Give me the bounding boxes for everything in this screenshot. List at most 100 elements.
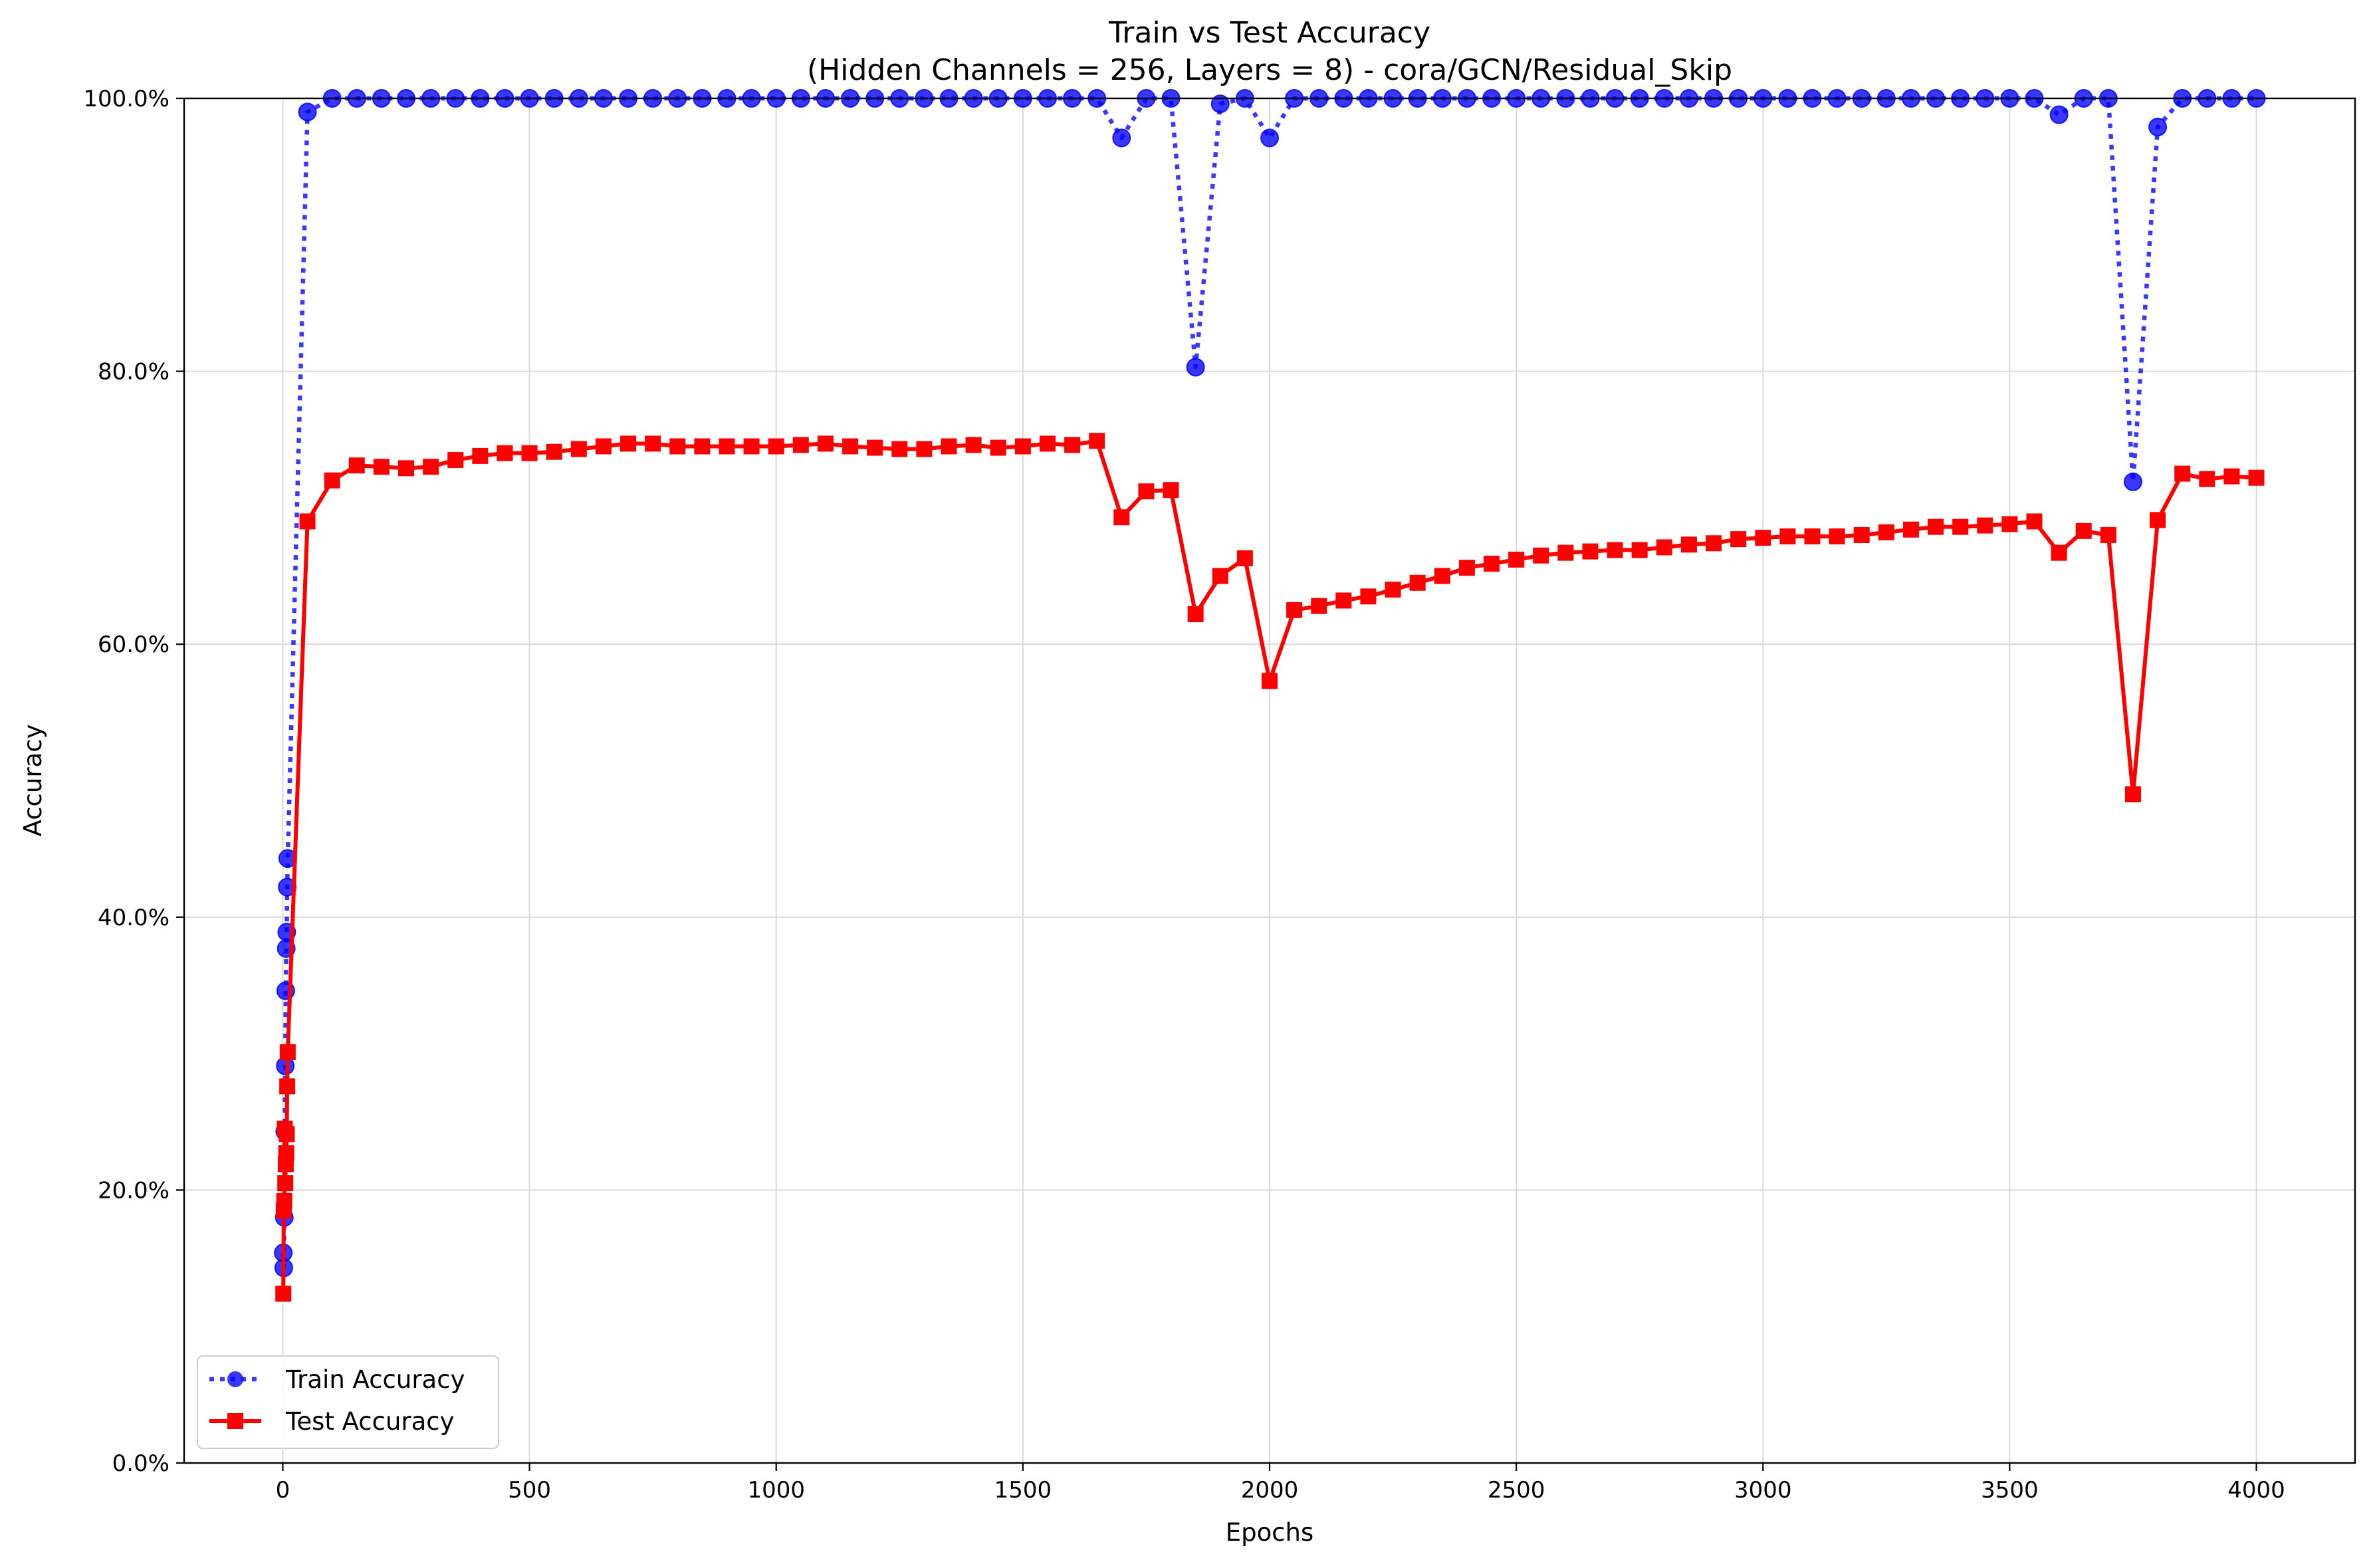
test-accuracy-point <box>867 439 883 456</box>
test-accuracy-point <box>2026 513 2043 530</box>
test-accuracy-point <box>1138 483 1155 500</box>
test-accuracy-point <box>279 1078 296 1095</box>
test-accuracy-point <box>694 438 711 455</box>
test-accuracy-point <box>1977 517 1993 534</box>
test-accuracy-point <box>1409 574 1426 591</box>
test-accuracy-point <box>276 1192 292 1209</box>
test-accuracy-point <box>595 438 612 455</box>
test-accuracy-point <box>373 459 390 475</box>
test-accuracy-point <box>1680 536 1697 553</box>
train-accuracy-point <box>2049 105 2069 124</box>
test-accuracy-point <box>620 435 637 452</box>
test-accuracy-point <box>891 441 908 457</box>
axis-ticks: 0 500 1000 1500 2000 2500 3000 3500 4000 0.0% 20.0… <box>83 86 2285 1504</box>
legend: Train Accuracy Test Accuracy <box>197 1355 499 1449</box>
test-accuracy-point <box>1236 550 1253 566</box>
test-accuracy-point <box>1458 560 1475 576</box>
y-tick-label: 0.0% <box>112 1450 170 1477</box>
test-accuracy-point <box>768 438 784 455</box>
x-tick-label: 2500 <box>1488 1477 1545 1504</box>
test-accuracy-point <box>1853 526 1870 543</box>
train-accuracy-point <box>1186 358 1205 377</box>
test-accuracy-point <box>743 438 760 455</box>
test-accuracy-point <box>277 1175 294 1192</box>
train-accuracy-point <box>2123 472 2142 491</box>
test-accuracy-point <box>1557 544 1574 561</box>
x-tick-label: 3000 <box>1734 1477 1792 1504</box>
train-accuracy-point <box>2148 118 2168 137</box>
legend-train-label: Train Accuracy <box>285 1365 465 1394</box>
test-accuracy-point <box>2100 526 2116 543</box>
test-accuracy-point <box>1804 528 1821 545</box>
chart-subtitle: (Hidden Channels = 256, Layers = 8) - co… <box>807 53 1732 87</box>
legend-test-marker <box>227 1413 243 1429</box>
test-accuracy-point <box>497 445 513 461</box>
test-accuracy-point <box>1952 518 1969 535</box>
y-axis-label: Accuracy <box>19 725 47 837</box>
test-accuracy-point <box>1286 602 1303 618</box>
test-accuracy-point <box>348 457 365 474</box>
test-accuracy-point <box>2124 786 2141 803</box>
test-accuracy-point <box>1902 521 1919 538</box>
test-accuracy-point <box>1928 518 1944 535</box>
test-accuracy-point <box>1656 539 1672 556</box>
test-accuracy-point <box>817 435 834 452</box>
test-accuracy-point <box>1187 606 1204 623</box>
test-accuracy-point <box>1014 438 1031 455</box>
test-accuracy-point <box>1089 433 1105 449</box>
test-accuracy-point <box>965 437 982 453</box>
test-accuracy-point <box>645 435 661 452</box>
y-tick-label: 100.0% <box>83 86 170 112</box>
x-tick-label: 1500 <box>994 1477 1052 1504</box>
test-accuracy-point <box>1360 588 1377 605</box>
y-tick-label: 60.0% <box>98 631 170 658</box>
test-accuracy-point <box>278 1145 294 1161</box>
test-accuracy-point <box>2223 468 2240 485</box>
test-accuracy-point <box>2150 512 2166 528</box>
train-accuracy-point <box>1210 94 1230 114</box>
test-accuracy-point <box>1533 547 1549 564</box>
test-accuracy-point <box>1113 509 1130 526</box>
test-accuracy-point <box>1779 528 1796 545</box>
x-tick-label: 3500 <box>1981 1477 2039 1504</box>
test-accuracy-point <box>1755 530 1771 546</box>
test-accuracy-point <box>1706 535 1722 552</box>
test-accuracy-point <box>1829 528 1845 545</box>
test-accuracy-point <box>1730 531 1747 548</box>
test-accuracy-point <box>279 1044 296 1061</box>
series-layer <box>274 89 2266 1302</box>
legend-box <box>197 1355 499 1449</box>
test-accuracy-point <box>1262 673 1278 689</box>
test-accuracy-point <box>546 443 562 460</box>
test-accuracy-point <box>1607 542 1623 558</box>
test-accuracy-point <box>842 438 859 455</box>
test-accuracy-point <box>1582 543 1599 560</box>
x-tick-label: 500 <box>508 1477 551 1504</box>
test-accuracy-point <box>669 438 686 455</box>
test-accuracy-point <box>1484 556 1500 572</box>
x-tick-label: 4000 <box>2227 1477 2285 1504</box>
test-accuracy-point <box>570 441 587 457</box>
y-tick-label: 80.0% <box>98 359 170 386</box>
test-accuracy-point <box>2199 471 2215 487</box>
test-accuracy-point <box>1631 542 1648 558</box>
test-accuracy-point <box>324 472 340 489</box>
y-tick-label: 40.0% <box>98 905 170 931</box>
legend-train-marker <box>227 1371 243 1387</box>
train-accuracy-point <box>1112 128 1131 148</box>
test-accuracy-point <box>1434 568 1450 584</box>
test-accuracy-point <box>1163 482 1179 499</box>
test-accuracy-point <box>792 437 809 453</box>
test-accuracy-point <box>1039 435 1056 452</box>
test-accuracy-point <box>719 438 735 455</box>
test-accuracy-point <box>2075 522 2092 539</box>
x-axis-label: Epochs <box>1226 1518 1314 1547</box>
test-accuracy-point <box>1335 592 1352 609</box>
chart-title: Train vs Test Accuracy <box>1108 16 1430 50</box>
test-accuracy-point <box>2051 544 2067 561</box>
grid <box>184 98 2355 1464</box>
test-accuracy-point <box>299 513 316 530</box>
train-accuracy-point <box>298 102 317 122</box>
test-accuracy-point <box>521 445 538 461</box>
